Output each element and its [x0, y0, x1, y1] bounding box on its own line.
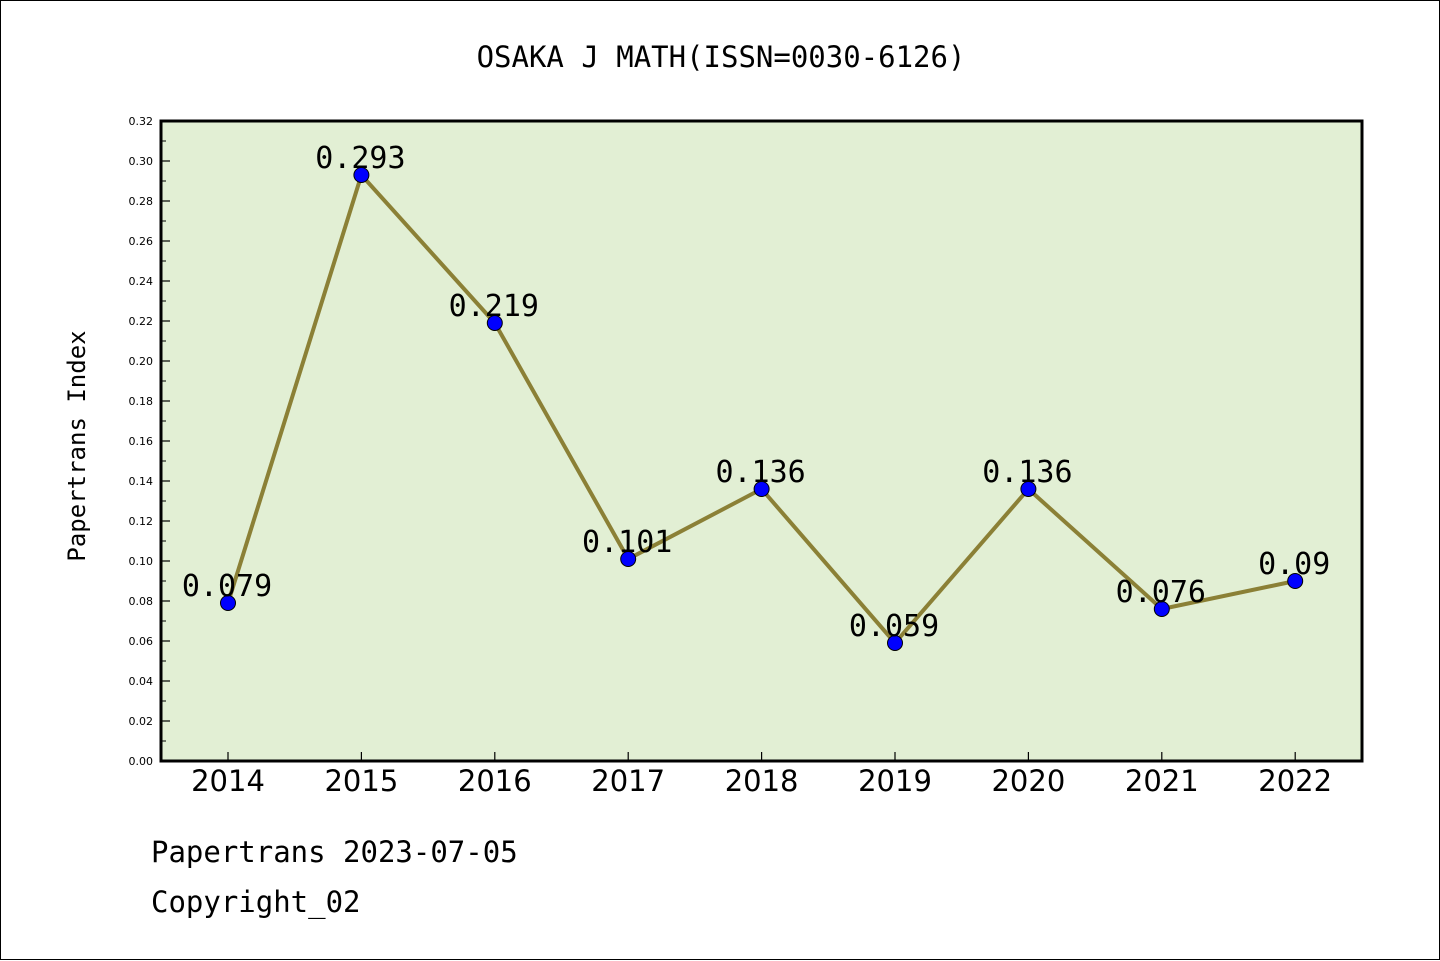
data-point: [486, 315, 503, 331]
y-tick-label: 0.14: [129, 475, 154, 488]
data-label: 0.136: [982, 455, 1072, 490]
data-labels: 0.079 0.293 0.219 0.101 0.136 0.059 0.136 0.076…: [182, 141, 1330, 644]
x-tick-label: 2022: [1258, 764, 1332, 798]
data-point: [620, 551, 637, 567]
y-tick-label: 0.00: [129, 755, 154, 768]
y-tick-label: 0.02: [129, 715, 154, 728]
x-tick-label: 2019: [858, 764, 932, 798]
plot-area: [161, 121, 1362, 761]
y-tick-label: 0.08: [129, 595, 154, 608]
data-label: 0.101: [582, 525, 672, 560]
y-tick-label: 0.04: [129, 675, 154, 688]
y-tick-label: 0.30: [129, 155, 154, 168]
data-label: 0.09: [1258, 547, 1330, 582]
data-label: 0.059: [849, 609, 939, 644]
y-tick-label: 0.06: [129, 635, 154, 648]
data-markers: [220, 167, 1304, 651]
data-point: [1287, 573, 1304, 589]
x-tick-label: 2014: [191, 764, 265, 798]
x-tick-label: 2018: [725, 764, 799, 798]
data-label: 0.136: [715, 455, 805, 490]
data-point: [1153, 601, 1170, 617]
data-label: 0.076: [1116, 575, 1206, 610]
footer-copyright: Copyright_02: [151, 885, 361, 919]
y-axis-label: Papertrans Index: [63, 330, 91, 561]
y-tick-label: 0.22: [129, 315, 154, 328]
data-point: [887, 635, 903, 651]
data-point: [753, 481, 770, 497]
data-label: 0.293: [315, 141, 405, 176]
y-tick-label: 0.18: [129, 395, 154, 408]
y-tick-label: 0.10: [129, 555, 154, 568]
data-label: 0.219: [449, 289, 539, 324]
x-tick-label: 2017: [591, 764, 665, 798]
y-tick-label: 0.16: [129, 435, 154, 448]
y-tick-label: 0.20: [129, 355, 154, 368]
x-tick-label: 2020: [991, 764, 1065, 798]
x-tick-label: 2016: [458, 764, 532, 798]
data-label: 0.079: [182, 569, 272, 604]
plot-border: [159, 119, 1364, 763]
footer-date-line: Papertrans 2023-07-05: [151, 835, 518, 869]
x-axis-ticks: 2014 2015 2016 2017 2018 2019 2020 2021 2022: [191, 752, 1332, 798]
y-tick-label: 0.26: [129, 235, 154, 248]
y-tick-label: 0.12: [129, 515, 154, 528]
x-tick-label: 2015: [324, 764, 398, 798]
y-tick-label: 0.32: [129, 115, 154, 128]
x-tick-label: 2021: [1125, 764, 1199, 798]
data-point: [220, 595, 236, 611]
data-point: [1020, 481, 1037, 497]
chart-title: OSAKA J MATH(ISSN=0030-6126): [477, 40, 966, 74]
y-axis-ticks: 0.00 0.02 0.04 0.06 0.08 0.10 0.12 0.14 0.16 0.18…: [129, 115, 170, 768]
y-tick-label: 0.28: [129, 195, 154, 208]
y-tick-label: 0.24: [129, 275, 154, 288]
data-point: [353, 167, 370, 183]
